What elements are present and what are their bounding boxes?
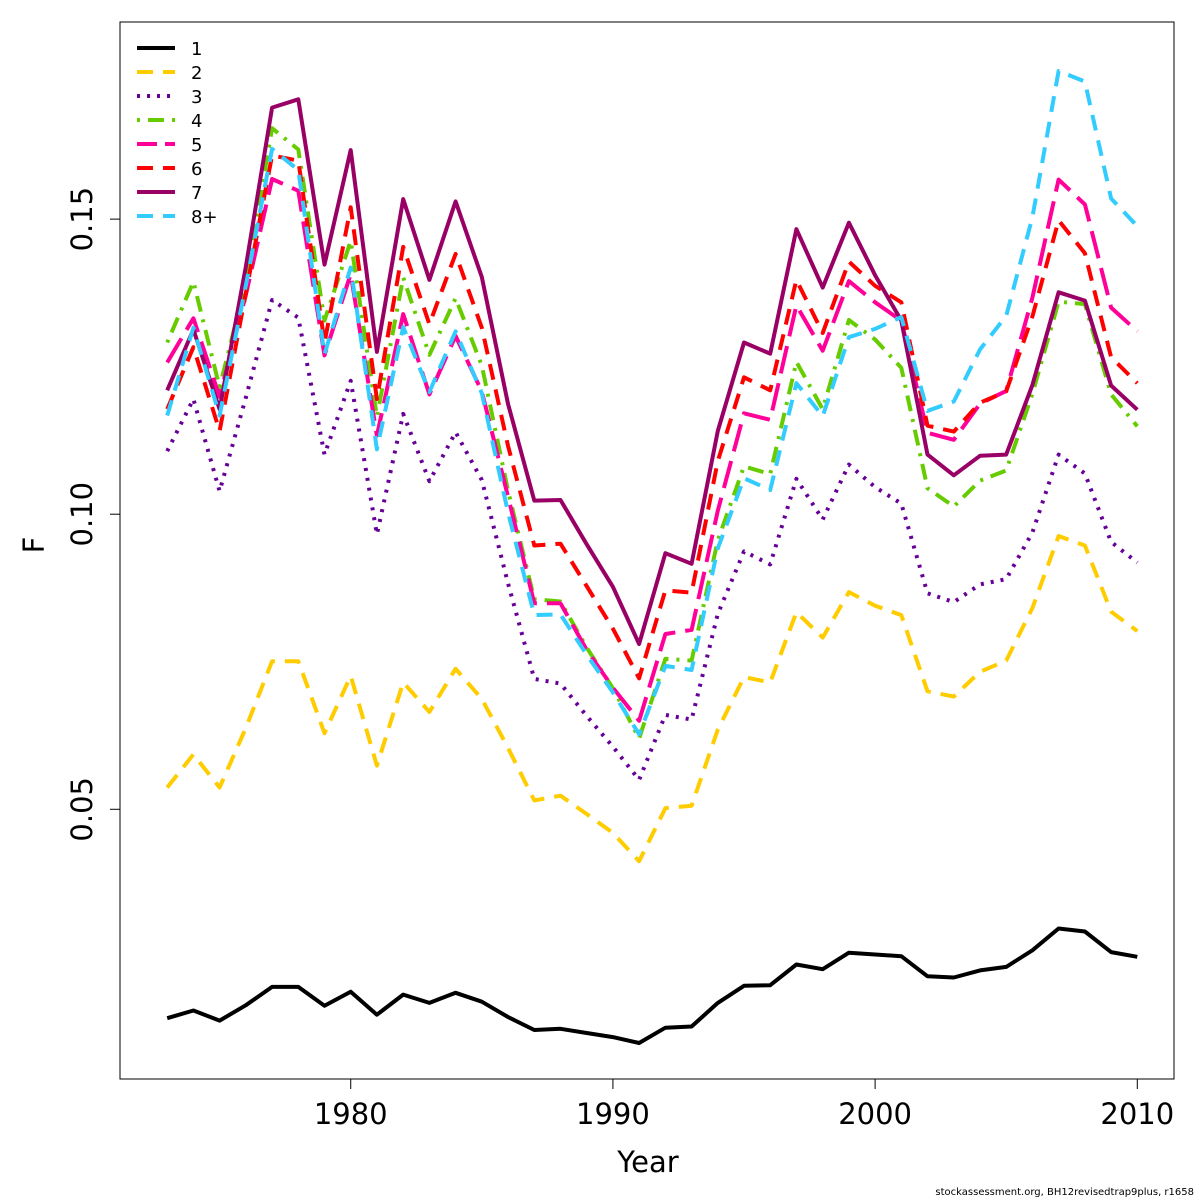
series-layer (165, 69, 1139, 1045)
y-tick-label: 0.05 (65, 777, 99, 842)
series-line-4 (165, 126, 1139, 741)
legend-label-1: 1 (191, 39, 202, 60)
plot-frame (119, 21, 1175, 1080)
series-line-3 (165, 298, 1139, 782)
x-tick-label: 2000 (838, 1097, 912, 1131)
x-axis: 1980 1990 2000 2010 (314, 1079, 1174, 1131)
footer-caption: stockassessment.org, BH12revisedtrap9plu… (935, 1187, 1194, 1198)
series-line-2 (165, 534, 1139, 864)
legend: 1 2 3 4 5 6 7 8+ (137, 39, 218, 228)
series-line-7 (165, 97, 1139, 646)
legend-label-2: 2 (191, 63, 202, 84)
legend-label-7: 7 (191, 183, 202, 204)
y-tick-label: 0.15 (65, 187, 99, 252)
legend-label-3: 3 (191, 87, 202, 108)
legend-label-8: 8+ (191, 207, 218, 228)
legend-label-6: 6 (191, 159, 202, 180)
legend-label-5: 5 (191, 135, 202, 156)
x-axis-label: Year (616, 1145, 678, 1179)
y-tick-label: 0.10 (65, 482, 99, 547)
series-line-1 (166, 926, 1138, 1045)
x-tick-label: 2010 (1100, 1097, 1174, 1131)
y-axis-label: F (17, 537, 51, 554)
x-tick-label: 1980 (314, 1097, 388, 1131)
legend-label-4: 4 (191, 111, 202, 132)
series-line-8 (165, 69, 1139, 737)
x-tick-label: 1990 (576, 1097, 650, 1131)
y-axis: 0.05 0.10 0.15 (65, 187, 120, 842)
